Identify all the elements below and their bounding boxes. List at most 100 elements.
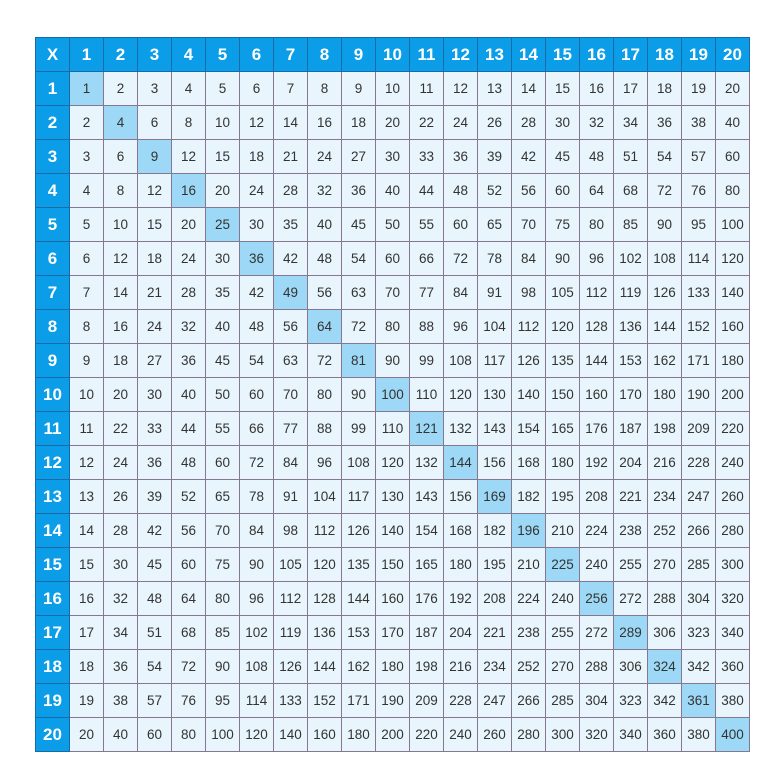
product-cell: 280 <box>511 717 546 752</box>
product-cell: 180 <box>341 717 376 752</box>
product-cell: 288 <box>647 581 682 616</box>
product-cell: 56 <box>307 275 342 310</box>
product-cell: 10 <box>69 377 104 412</box>
product-cell: 45 <box>341 207 376 242</box>
product-cell: 165 <box>545 411 580 446</box>
product-cell: 6 <box>239 71 274 106</box>
product-cell: 60 <box>443 207 478 242</box>
product-cell: 96 <box>239 581 274 616</box>
product-cell: 208 <box>477 581 512 616</box>
product-cell: 160 <box>579 377 614 412</box>
product-cell: 80 <box>171 717 206 752</box>
row-header: 2 <box>35 105 70 140</box>
product-cell: 120 <box>715 241 750 276</box>
product-cell: 240 <box>443 717 478 752</box>
product-cell: 160 <box>715 309 750 344</box>
product-cell: 16 <box>307 105 342 140</box>
product-cell: 120 <box>443 377 478 412</box>
product-cell: 132 <box>443 411 478 446</box>
product-cell: 11 <box>69 411 104 446</box>
corner-cell: X <box>35 37 70 72</box>
product-cell: 40 <box>307 207 342 242</box>
product-cell: 252 <box>647 513 682 548</box>
product-cell: 200 <box>375 717 410 752</box>
product-cell: 120 <box>545 309 580 344</box>
table-row: 6 6 12 18 24 30 36 42 48 54 60 66 72 78 84 90 96 102 108 11… <box>35 241 750 276</box>
product-cell: 180 <box>715 343 750 378</box>
product-cell: 114 <box>681 241 716 276</box>
product-cell: 306 <box>647 615 682 650</box>
product-cell: 4 <box>171 71 206 106</box>
product-cell: 48 <box>171 445 206 480</box>
product-cell: 342 <box>647 683 682 718</box>
row-header: 1 <box>35 71 70 106</box>
product-cell: 10 <box>103 207 138 242</box>
product-cell: 18 <box>69 649 104 684</box>
product-cell: 91 <box>477 275 512 310</box>
product-cell: 120 <box>239 717 274 752</box>
diagonal-cell: 100 <box>375 377 410 412</box>
product-cell: 40 <box>375 173 410 208</box>
product-cell: 42 <box>239 275 274 310</box>
row-header: 7 <box>35 275 70 310</box>
product-cell: 80 <box>375 309 410 344</box>
product-cell: 40 <box>715 105 750 140</box>
product-cell: 36 <box>103 649 138 684</box>
row-header: 13 <box>35 479 70 514</box>
product-cell: 168 <box>511 445 546 480</box>
product-cell: 126 <box>511 343 546 378</box>
product-cell: 98 <box>273 513 308 548</box>
product-cell: 48 <box>579 139 614 174</box>
product-cell: 6 <box>103 139 138 174</box>
product-cell: 168 <box>443 513 478 548</box>
product-cell: 180 <box>443 547 478 582</box>
product-cell: 16 <box>69 581 104 616</box>
product-cell: 35 <box>273 207 308 242</box>
product-cell: 36 <box>647 105 682 140</box>
product-cell: 64 <box>171 581 206 616</box>
product-cell: 80 <box>715 173 750 208</box>
product-cell: 33 <box>137 411 172 446</box>
product-cell: 22 <box>409 105 444 140</box>
product-cell: 15 <box>69 547 104 582</box>
product-cell: 108 <box>341 445 376 480</box>
product-cell: 221 <box>477 615 512 650</box>
diagonal-cell: 400 <box>715 717 750 752</box>
diagonal-cell: 121 <box>409 411 444 446</box>
product-cell: 247 <box>681 479 716 514</box>
product-cell: 26 <box>103 479 138 514</box>
product-cell: 60 <box>715 139 750 174</box>
column-header: 17 <box>613 37 648 72</box>
product-cell: 84 <box>511 241 546 276</box>
column-header: 3 <box>137 37 172 72</box>
product-cell: 7 <box>69 275 104 310</box>
product-cell: 272 <box>613 581 648 616</box>
product-cell: 140 <box>511 377 546 412</box>
product-cell: 176 <box>409 581 444 616</box>
column-header: 9 <box>341 37 376 72</box>
column-header: 11 <box>409 37 444 72</box>
product-cell: 252 <box>511 649 546 684</box>
product-cell: 45 <box>545 139 580 174</box>
product-cell: 285 <box>681 547 716 582</box>
product-cell: 12 <box>137 173 172 208</box>
product-cell: 80 <box>205 581 240 616</box>
product-cell: 300 <box>715 547 750 582</box>
product-cell: 3 <box>137 71 172 106</box>
product-cell: 234 <box>477 649 512 684</box>
row-header: 4 <box>35 173 70 208</box>
product-cell: 20 <box>103 377 138 412</box>
product-cell: 187 <box>613 411 648 446</box>
product-cell: 187 <box>409 615 444 650</box>
product-cell: 68 <box>171 615 206 650</box>
product-cell: 6 <box>137 105 172 140</box>
product-cell: 24 <box>307 139 342 174</box>
product-cell: 144 <box>341 581 376 616</box>
product-cell: 36 <box>171 343 206 378</box>
product-cell: 28 <box>511 105 546 140</box>
product-cell: 114 <box>239 683 274 718</box>
product-cell: 68 <box>613 173 648 208</box>
product-cell: 16 <box>103 309 138 344</box>
product-cell: 320 <box>579 717 614 752</box>
diagonal-cell: 25 <box>205 207 240 242</box>
